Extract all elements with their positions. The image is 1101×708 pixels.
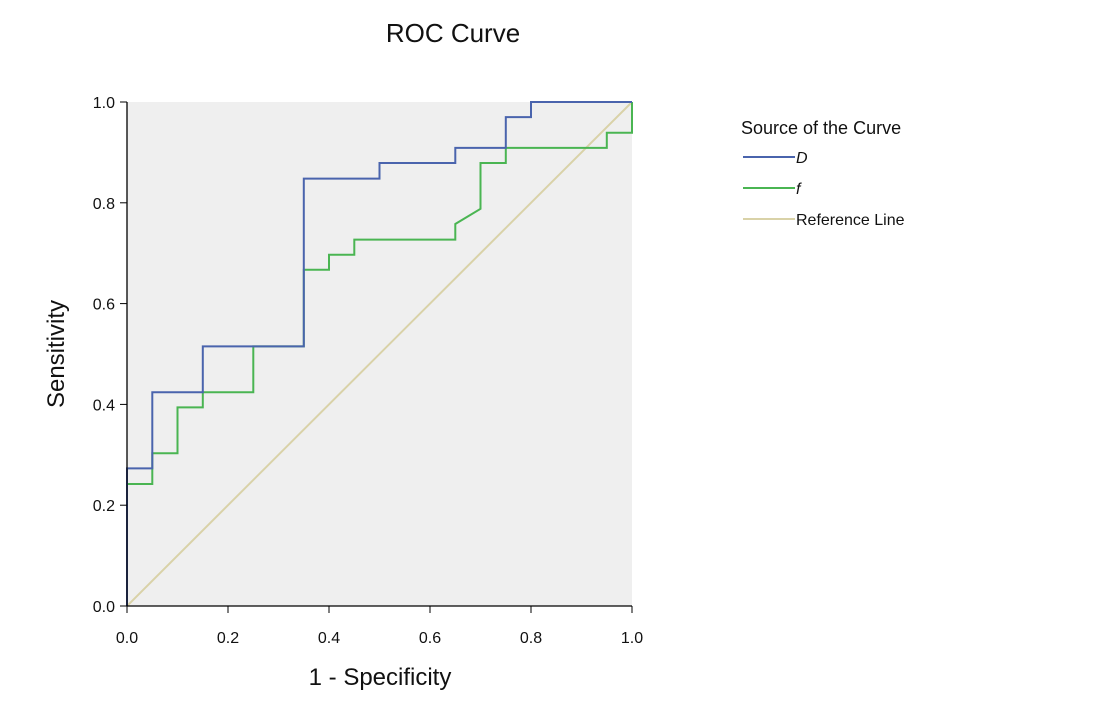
chart-title: ROC Curve <box>386 18 520 48</box>
legend-title: Source of the Curve <box>741 118 901 138</box>
legend-label-d: D <box>796 150 808 167</box>
y-tick-label: 0.2 <box>93 498 115 515</box>
legend: Source of the Curve Df Reference Line <box>741 118 905 229</box>
axes: 0.0 0.2 0.4 0.6 0.8 1.0 0.0 0.2 0.4 0.6 0.8 1.0 <box>93 95 643 647</box>
legend-label-reference-line: Reference Line <box>796 212 905 229</box>
y-tick-label: 0.6 <box>93 297 115 314</box>
x-tick-label: 0.2 <box>217 630 239 647</box>
x-tick-label: 0.0 <box>116 630 138 647</box>
x-tick-label: 0.6 <box>419 630 441 647</box>
series-line-reference-line <box>126 101 633 607</box>
legend-label-f: f <box>796 181 802 198</box>
y-tick-label: 1.0 <box>93 95 115 112</box>
y-tick-label: 0.0 <box>93 599 115 616</box>
x-tick-label: 1.0 <box>621 630 643 647</box>
series-line-f <box>126 102 633 606</box>
y-tick-label: 0.8 <box>93 196 115 213</box>
series-line-d <box>126 101 632 606</box>
y-tick-label: 0.4 <box>93 397 115 414</box>
series-layer <box>126 101 633 607</box>
x-tick-label: 0.8 <box>520 630 542 647</box>
x-tick-label: 0.4 <box>318 630 340 647</box>
x-axis-title: 1 - Specificity <box>309 664 452 691</box>
y-axis-title: Sensitivity <box>43 300 70 408</box>
